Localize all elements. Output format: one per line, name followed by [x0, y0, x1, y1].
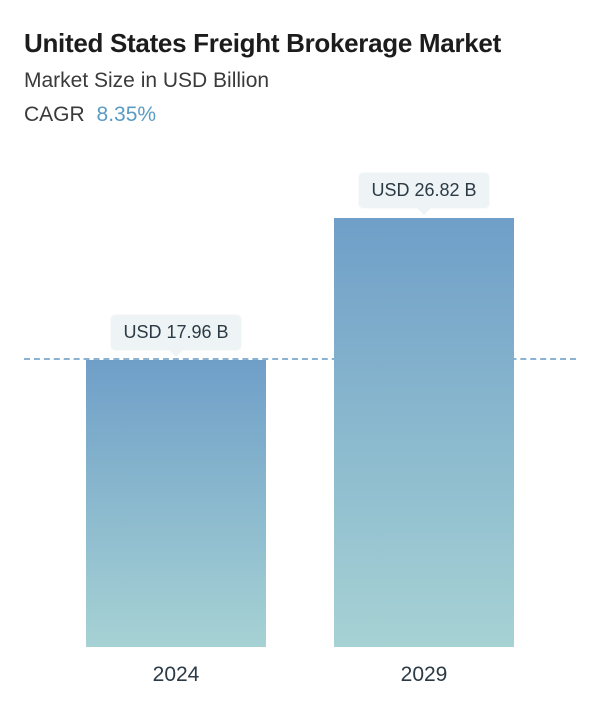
x-label-2029: 2029	[334, 663, 514, 687]
bars-row: USD 17.96 B USD 26.82 B	[52, 167, 548, 647]
chart-area: USD 17.96 B USD 26.82 B 2024 2029	[24, 167, 576, 687]
bar-group-2024: USD 17.96 B	[86, 315, 266, 647]
bar-group-2029: USD 26.82 B	[334, 173, 514, 647]
bar-2024	[86, 360, 266, 647]
chart-title: United States Freight Brokerage Market	[24, 28, 576, 59]
x-axis: 2024 2029	[52, 663, 548, 687]
cagr-label: CAGR	[24, 103, 85, 126]
value-badge-2029: USD 26.82 B	[359, 173, 488, 208]
cagr-value: 8.35%	[97, 103, 157, 126]
chart-subtitle: Market Size in USD Billion	[24, 69, 576, 93]
bar-2029	[334, 218, 514, 647]
chart-container: United States Freight Brokerage Market M…	[0, 0, 600, 721]
value-badge-2024: USD 17.96 B	[111, 315, 240, 350]
cagr-line: CAGR 8.35%	[24, 103, 576, 127]
x-label-2024: 2024	[86, 663, 266, 687]
